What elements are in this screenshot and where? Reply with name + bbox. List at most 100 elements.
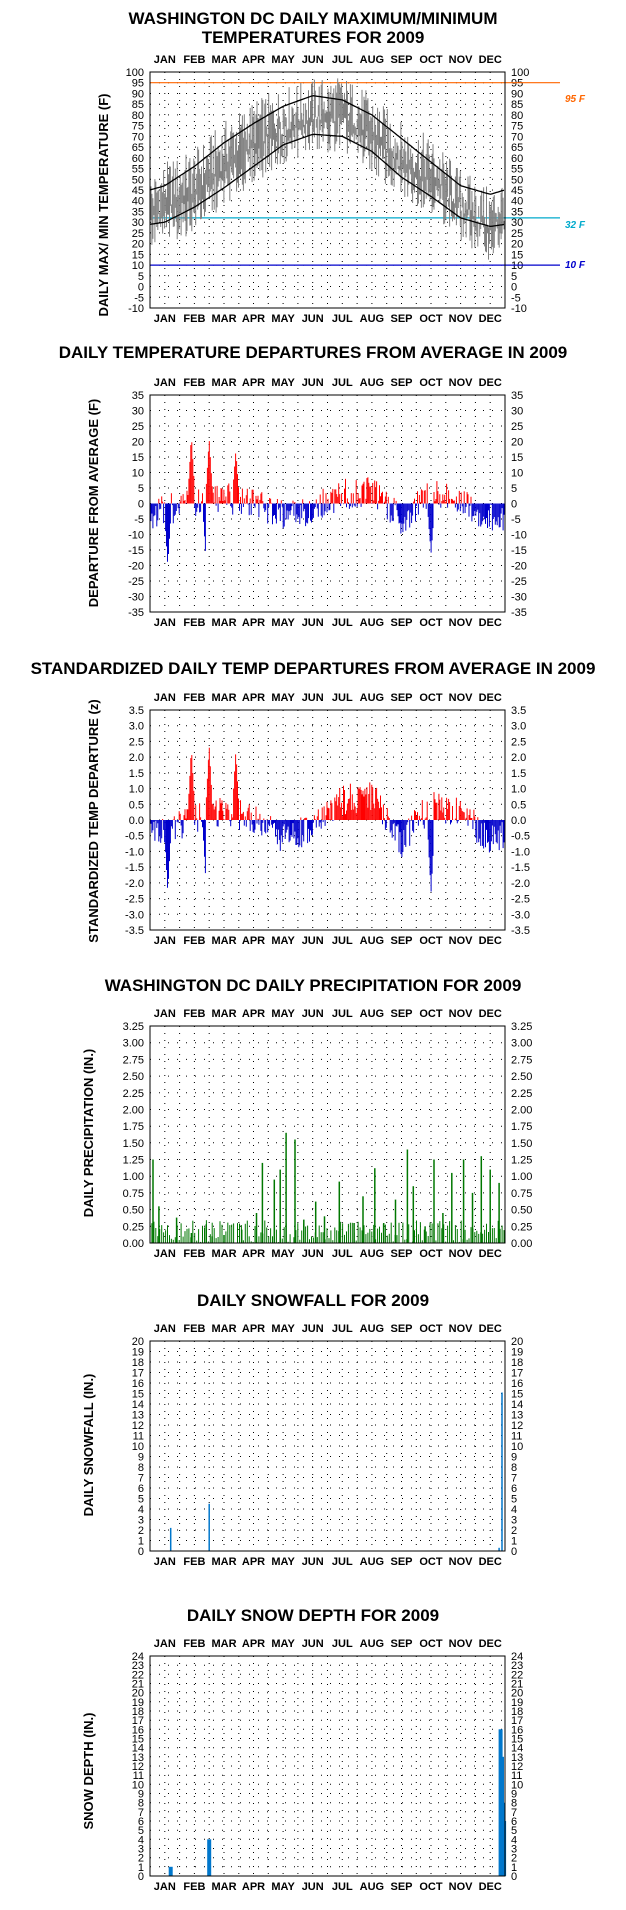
month-label: JAN [154,1638,176,1650]
y-tick-label: 1.25 [123,1155,144,1167]
month-label: FEB [183,1248,205,1260]
threshold-label-95: 95 F [565,94,586,105]
y-tick-label: -3.5 [511,925,530,937]
y-tick-label: 3.5 [511,705,526,717]
y-tick-label: 15 [511,1734,523,1746]
month-label: FEB [183,377,205,389]
y-tick-label: 19 [132,1347,144,1359]
y-tick-label: 1.75 [123,1121,144,1133]
y-tick-label: 0.5 [511,799,526,811]
y-tick-label: -2.0 [125,878,144,890]
y-tick-label: 1.00 [123,1171,144,1183]
month-label: APR [242,1323,265,1335]
y-tick-label: -5 [134,292,144,304]
month-labels-top: JAN FEB MAR APR MAY JUN JUL AUG SEP OCT NOV DEC [154,1323,502,1335]
month-label: JAN [154,935,176,947]
month-label: NOV [449,1323,474,1335]
y-tick-label: 1.5 [129,768,144,780]
y-tick-label: 15 [511,452,523,464]
y-tick-label: 0.75 [511,1188,532,1200]
month-label: MAY [271,935,295,947]
y-tick-label: 2 [138,1853,144,1865]
y-tick-label: -1.0 [125,846,144,858]
y-tick-label: 25 [132,228,144,240]
y-tick-label: 5 [511,1825,517,1837]
month-label: OCT [419,54,443,66]
y-tick-label: -2.0 [511,878,530,890]
y-tick-label: 5 [138,483,144,495]
y-axis-label: SNOW DEPTH (IN.) [81,1713,96,1830]
y-tick-label: 0.50 [511,1205,532,1217]
y-tick-label: 11 [133,1431,144,1443]
month-label: MAY [271,1248,295,1260]
month-label: FEB [183,1323,205,1335]
month-label: MAR [211,1881,236,1893]
y-tick-label: 16 [132,1724,144,1736]
y-tick-label: 7 [511,1473,517,1485]
dotted-grid [150,1656,505,1876]
month-labels-bottom: JAN FEB MAR APR MAY JUN JUL AUG SEP OCT NOV DEC [154,935,502,947]
y-tick-label: 100 [126,67,144,79]
y-tick-label: 10 [132,1779,144,1791]
month-label: JAN [154,1881,176,1893]
month-label: FEB [183,54,205,66]
y-tick-label: 30 [132,406,144,418]
y-tick-label: 40 [132,196,144,208]
month-label: NOV [449,54,474,66]
month-labels-top: JAN FEB MAR APR MAY JUN JUL AUG SEP OCT NOV DEC [154,692,502,704]
chart-title-line-1: WASHINGTON DC DAILY MAXIMUM/MINIMUM [129,9,498,28]
month-label: MAR [211,692,236,704]
y-tick-label: 2.5 [511,736,526,748]
month-label: OCT [419,1323,443,1335]
y-tick-label: 6 [138,1483,144,1495]
y-tick-label: -3.0 [125,909,144,921]
month-label: JUL [332,617,353,629]
y-tick-label: 19 [511,1697,523,1709]
data-marks [149,78,560,266]
y-tick-label: 2.50 [123,1071,144,1083]
y-axis-label: DEPARTURE FROM AVERAGE (F) [86,399,101,607]
temperature-chart: WASHINGTON DC DAILY MAXIMUM/MINIMUM TEMP… [96,9,586,325]
y-tick-label: 60 [132,153,144,165]
y-tick-labels-left: -3.5 -3.0 -2.5 -2.0 -1.5 -1.0 -0.5 0.0 0.5 1.0 1.5… [125,705,144,937]
y-tick-label: 23 [511,1660,523,1672]
month-label: JUL [332,1556,353,1568]
month-label: JUN [302,313,324,325]
y-tick-label: 3 [138,1515,144,1527]
y-tick-label: 0.75 [123,1188,144,1200]
y-tick-label: 45 [132,185,144,197]
y-tick-label: 3.0 [129,721,144,733]
y-tick-label: 1.25 [511,1155,532,1167]
month-label: DEC [479,1008,502,1020]
y-tick-label: 2.50 [511,1071,532,1083]
y-tick-label: 2.5 [129,736,144,748]
y-tick-label: 75 [511,121,523,133]
y-axis-label: DAILY MAX/ MIN TEMPERATURE (F) [96,94,111,317]
y-tick-label: 20 [132,437,144,449]
y-tick-label: 20 [132,239,144,251]
y-tick-label: 25 [511,421,523,433]
chart-title: DAILY SNOW DEPTH FOR 2009 [187,1606,439,1625]
month-label: JAN [154,54,176,66]
y-tick-label: 17 [132,1715,144,1727]
month-label: NOV [449,1008,474,1020]
month-label: JAN [154,1248,176,1260]
y-tick-label: 10 [132,260,144,272]
y-tick-label: 0.50 [123,1205,144,1217]
month-label: JUN [302,1323,324,1335]
snow-depth-bar [502,1821,507,1876]
y-tick-label: 0.5 [129,799,144,811]
month-label: OCT [419,313,443,325]
month-label: APR [242,617,265,629]
y-tick-label: -30 [511,592,527,604]
y-tick-label: 13 [132,1410,144,1422]
y-tick-label: 0 [511,282,517,294]
y-tick-label: 20 [511,1336,523,1348]
month-label: MAY [271,1556,295,1568]
y-tick-label: 7 [511,1807,517,1819]
y-tick-label: 30 [132,217,144,229]
y-tick-label: 3.25 [511,1021,532,1033]
y-tick-label: 1 [138,1536,144,1548]
month-label: JUL [332,313,353,325]
